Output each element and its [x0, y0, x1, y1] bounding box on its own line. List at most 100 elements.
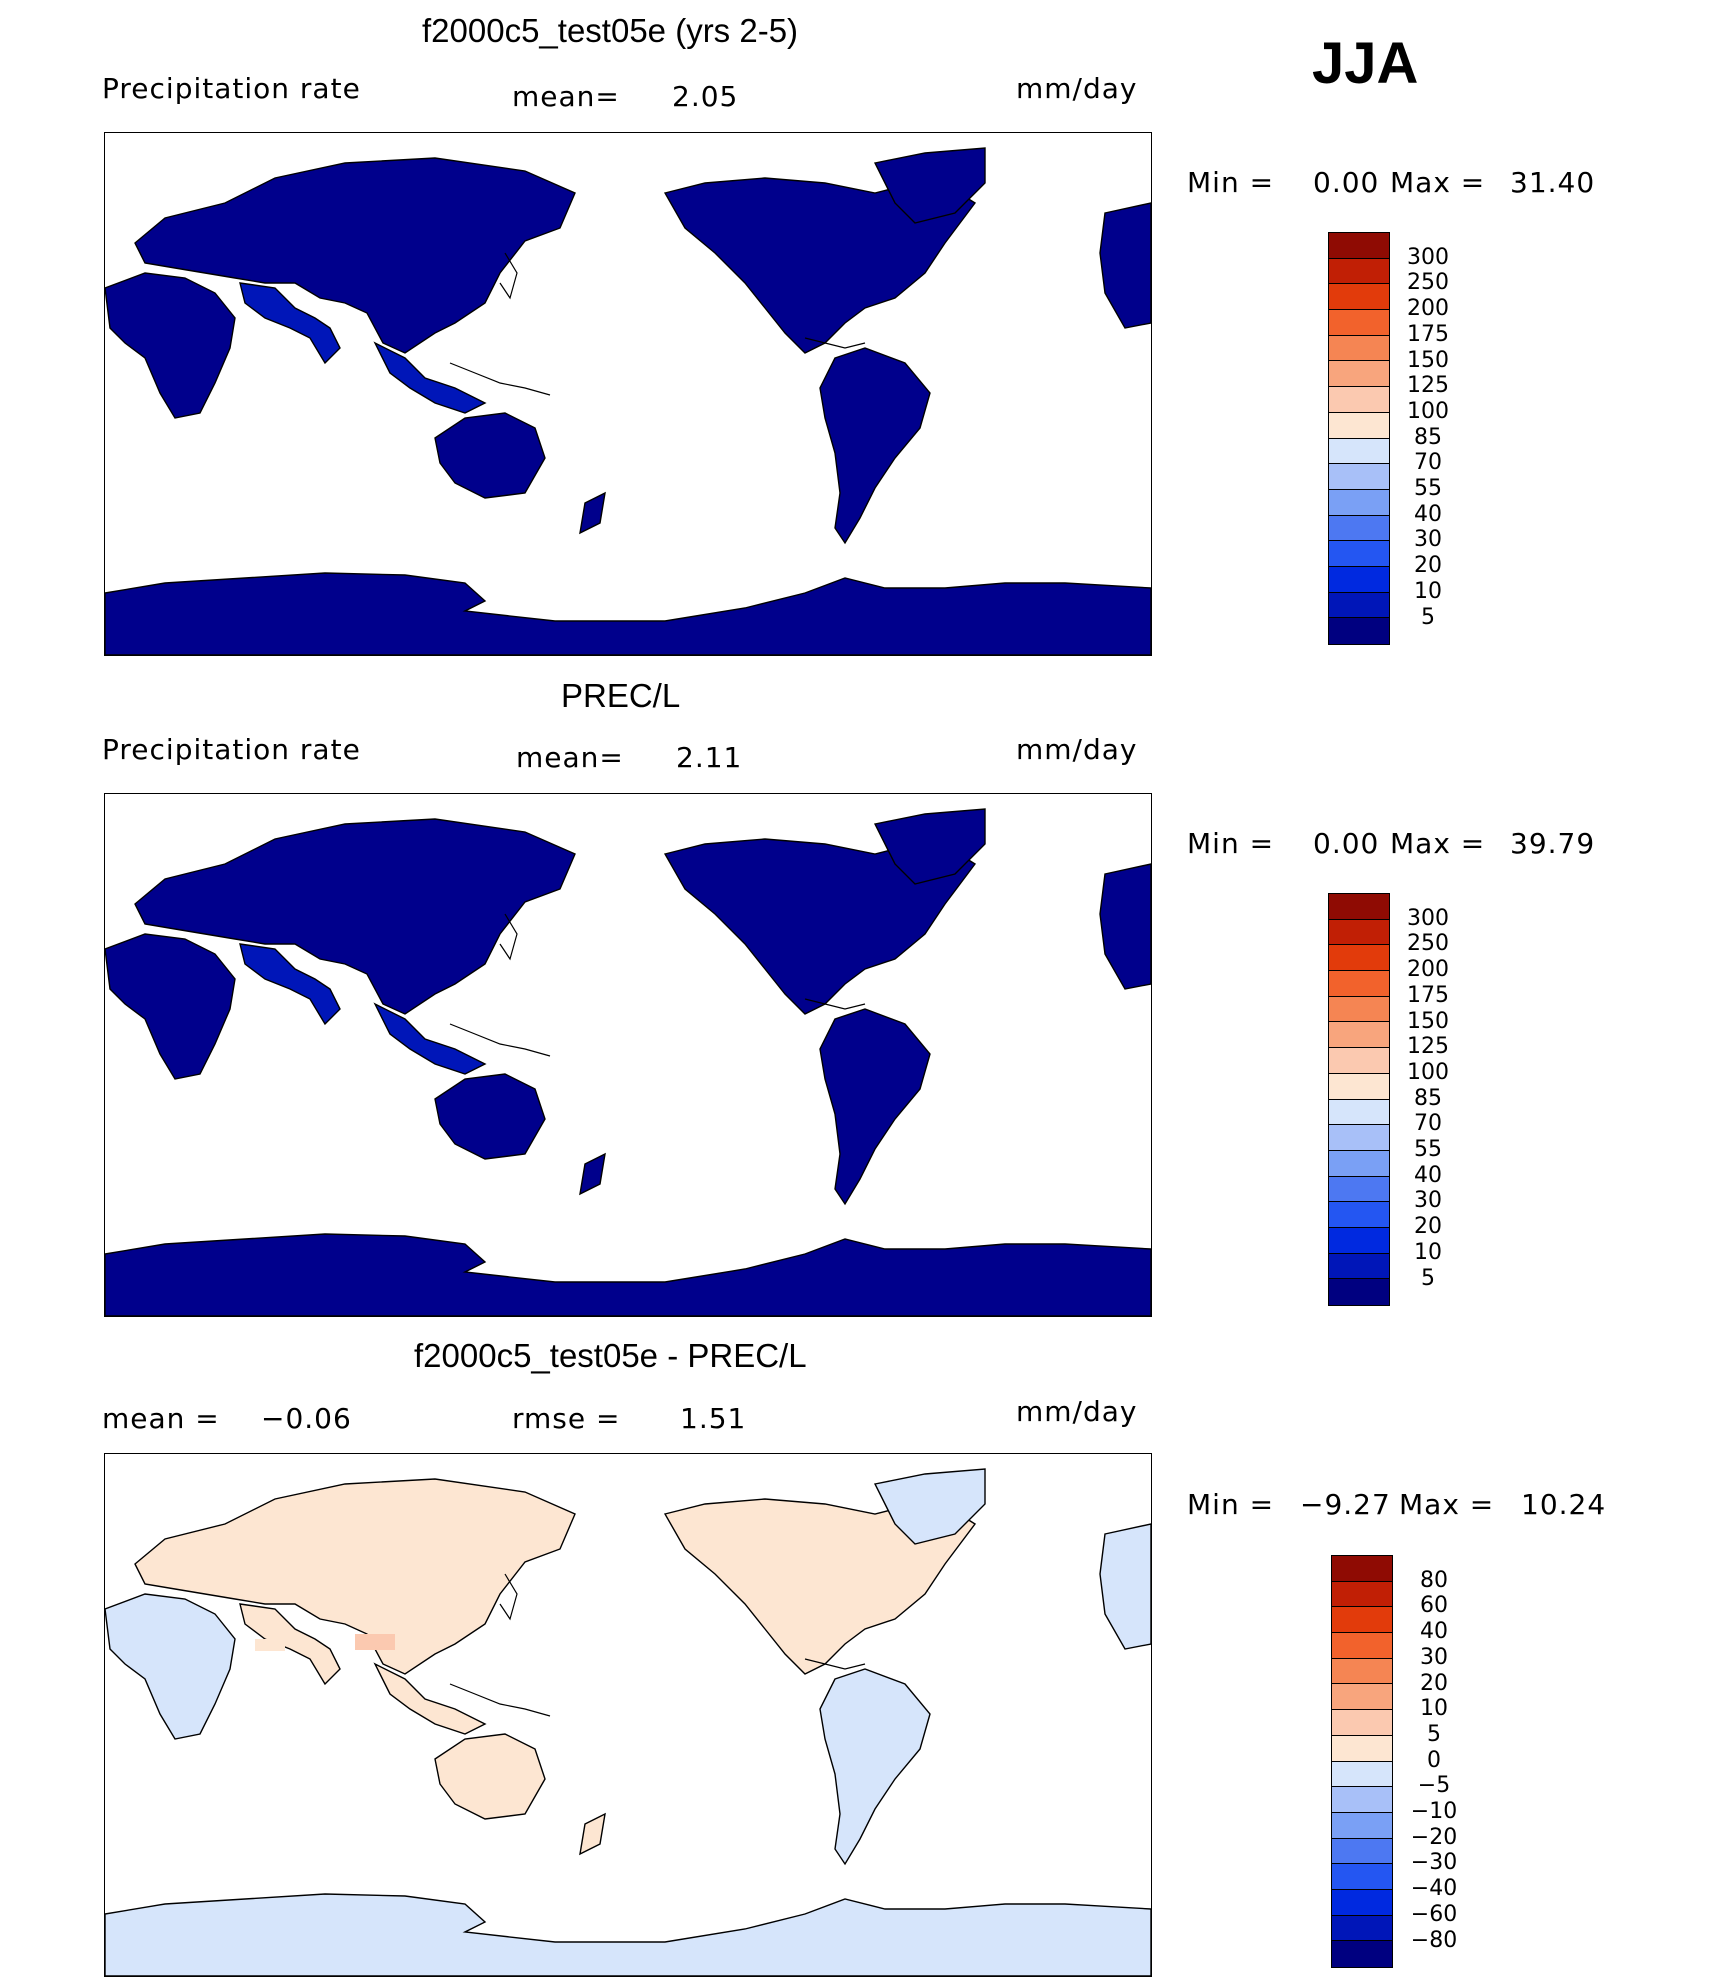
colorbar-tick-label: 200 — [1407, 957, 1449, 983]
landmass-antarctica — [105, 1233, 1151, 1316]
landmass-seasia — [373, 341, 487, 414]
colorbar-tick-label: 150 — [1407, 347, 1449, 373]
colorbar-tick-label: 300 — [1407, 905, 1449, 931]
coastline-japan — [499, 252, 518, 300]
colorbar-tick-label: 55 — [1414, 476, 1442, 501]
colorbar-tick-label: −10 — [1410, 1799, 1458, 1824]
colorbar-box — [1329, 464, 1389, 490]
landmass-europe_w — [1099, 202, 1151, 329]
min-value: 0.00 — [1313, 827, 1380, 860]
colorbar-tick-label: 70 — [1414, 450, 1442, 476]
colorbar-tick-label: 20 — [1414, 553, 1442, 579]
coastline-caribbean — [804, 998, 866, 1010]
colorbar-box — [1332, 1633, 1392, 1659]
colorbar-tick-label: 200 — [1407, 296, 1449, 322]
colorbar-box — [1332, 1941, 1392, 1967]
landmass-namerica — [663, 1498, 977, 1675]
colorbar — [1328, 893, 1390, 1306]
mean-label: mean = — [102, 1402, 220, 1435]
colorbar-tick-label: 85 — [1414, 424, 1442, 450]
coastline-indonesia — [449, 1683, 551, 1717]
colorbar-tick-label: −60 — [1410, 1901, 1458, 1927]
colorbar-tick-label: 175 — [1407, 321, 1449, 347]
landmass-seasia — [373, 1002, 487, 1075]
colorbar — [1328, 232, 1390, 645]
colorbar-box — [1332, 1658, 1392, 1685]
colorbar-box — [1329, 971, 1389, 997]
colorbar-box — [1332, 1581, 1392, 1608]
colorbar-tick-label: 5 — [1421, 1265, 1435, 1291]
landmass-samerica — [819, 1008, 931, 1206]
variable-label: Precipitation rate — [102, 72, 361, 105]
colorbar — [1331, 1555, 1393, 1968]
colorbar-tick-label: 20 — [1414, 1214, 1442, 1240]
landmass-greenland — [873, 1468, 986, 1545]
season-label: JJA — [1312, 31, 1419, 96]
colorbar-tick-label: 175 — [1407, 982, 1449, 1008]
colorbar-box — [1329, 541, 1389, 567]
units-label: mm/day — [1016, 1395, 1138, 1428]
variable-label: Precipitation rate — [102, 733, 361, 766]
colorbar-tick-label: 5 — [1427, 1721, 1441, 1747]
max-value: 39.79 — [1510, 827, 1596, 860]
units-label: mm/day — [1016, 72, 1138, 105]
min-label: Min = — [1187, 827, 1275, 860]
colorbar-box — [1329, 361, 1389, 388]
colorbar-box — [1329, 258, 1389, 285]
colorbar-box — [1329, 1022, 1389, 1049]
colorbar-box — [1332, 1761, 1392, 1788]
colorbar-tick-label: −20 — [1410, 1824, 1458, 1850]
colorbar-box — [1329, 1073, 1389, 1100]
precip-map — [104, 793, 1152, 1317]
world-map-abs — [105, 808, 1151, 1316]
world-map-abs — [105, 147, 1151, 655]
landmass-seasia — [373, 1662, 487, 1735]
colorbar-box — [1329, 1202, 1389, 1228]
colorbar-box — [1329, 919, 1389, 946]
landmass-newzealand — [579, 491, 606, 535]
world-map-diff — [105, 1468, 1151, 1976]
min-label: Min = — [1187, 166, 1275, 199]
mean-value: 2.05 — [672, 80, 739, 113]
colorbar-box — [1329, 233, 1389, 259]
colorbar-tick-label: −30 — [1410, 1850, 1458, 1876]
landmass-europe_w — [1099, 1523, 1151, 1650]
colorbar-tick-label: 10 — [1414, 578, 1442, 604]
colorbar-box — [1329, 566, 1389, 593]
colorbar-tick-label: 85 — [1414, 1085, 1442, 1111]
rmse-label: rmse = — [512, 1402, 621, 1435]
colorbar-box — [1329, 387, 1389, 413]
colorbar-tick-label: 125 — [1407, 373, 1449, 399]
landmass-eurasia — [134, 818, 576, 1015]
max-label: Max = — [1399, 1488, 1495, 1521]
landmass-newzealand — [579, 1812, 606, 1856]
landmass-arabia_india — [239, 943, 341, 1026]
colorbar-box — [1329, 945, 1389, 972]
colorbar-tick-label: 250 — [1407, 931, 1449, 957]
coastline-caribbean — [804, 337, 866, 349]
min-label: Min = — [1187, 1488, 1275, 1521]
colorbar-tick-label: 40 — [1414, 501, 1442, 527]
colorbar-tick-label: −80 — [1410, 1927, 1458, 1953]
max-value: 10.24 — [1521, 1488, 1607, 1521]
colorbar-box — [1329, 1227, 1389, 1254]
colorbar-box — [1332, 1710, 1392, 1736]
colorbar-box — [1329, 894, 1389, 920]
landmass-antarctica — [105, 572, 1151, 655]
mean-label: mean= — [516, 741, 624, 774]
panel-title: f2000c5_test05e - PREC/L — [414, 1337, 807, 1374]
colorbar-box — [1329, 1253, 1389, 1280]
landmass-africa — [105, 933, 236, 1080]
colorbar-tick-label: 80 — [1420, 1567, 1448, 1593]
colorbar-tick-label: 100 — [1407, 1059, 1449, 1085]
colorbar-box — [1329, 284, 1389, 311]
colorbar-box — [1329, 515, 1389, 542]
colorbar-tick-label: 30 — [1414, 527, 1442, 553]
min-value: 0.00 — [1313, 166, 1380, 199]
colorbar-box — [1332, 1607, 1392, 1634]
colorbar-box — [1329, 592, 1389, 619]
colorbar-tick-label: 10 — [1414, 1239, 1442, 1265]
colorbar-tick-label: 40 — [1420, 1619, 1448, 1645]
landmass-namerica — [663, 838, 977, 1015]
landmass-arabia_india — [239, 282, 341, 365]
